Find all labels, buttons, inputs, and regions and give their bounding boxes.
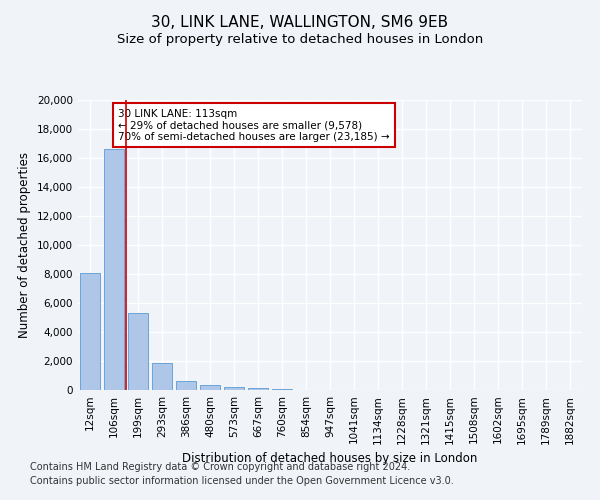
Bar xyxy=(248,388,268,390)
Text: 30 LINK LANE: 113sqm
← 29% of detached houses are smaller (9,578)
70% of semi-de: 30 LINK LANE: 113sqm ← 29% of detached h… xyxy=(118,108,390,142)
Bar xyxy=(80,272,100,390)
Bar xyxy=(272,388,292,390)
Bar xyxy=(104,150,124,390)
Text: 30, LINK LANE, WALLINGTON, SM6 9EB: 30, LINK LANE, WALLINGTON, SM6 9EB xyxy=(151,15,449,30)
Text: Size of property relative to detached houses in London: Size of property relative to detached ho… xyxy=(117,32,483,46)
X-axis label: Distribution of detached houses by size in London: Distribution of detached houses by size … xyxy=(182,452,478,465)
Bar xyxy=(200,385,220,390)
Text: Contains HM Land Registry data © Crown copyright and database right 2024.: Contains HM Land Registry data © Crown c… xyxy=(30,462,410,472)
Bar xyxy=(152,363,172,390)
Text: Contains public sector information licensed under the Open Government Licence v3: Contains public sector information licen… xyxy=(30,476,454,486)
Bar xyxy=(128,313,148,390)
Bar xyxy=(224,388,244,390)
Bar xyxy=(176,380,196,390)
Y-axis label: Number of detached properties: Number of detached properties xyxy=(19,152,31,338)
